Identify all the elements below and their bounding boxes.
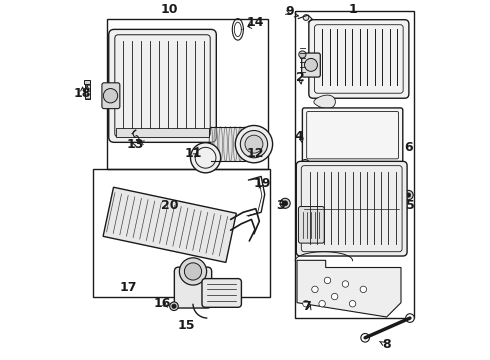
Circle shape xyxy=(301,159,310,168)
Text: 9: 9 xyxy=(286,5,294,18)
Text: 11: 11 xyxy=(184,147,202,159)
Circle shape xyxy=(303,301,309,307)
Circle shape xyxy=(342,281,349,287)
Text: 7: 7 xyxy=(302,300,311,313)
Circle shape xyxy=(349,301,356,307)
Circle shape xyxy=(360,286,367,293)
Circle shape xyxy=(303,162,307,166)
Text: 2: 2 xyxy=(296,71,305,84)
Text: 12: 12 xyxy=(247,147,265,159)
Circle shape xyxy=(191,143,220,173)
FancyBboxPatch shape xyxy=(309,20,409,98)
Text: 15: 15 xyxy=(177,319,195,332)
FancyBboxPatch shape xyxy=(174,267,212,308)
Circle shape xyxy=(299,51,306,58)
Polygon shape xyxy=(297,260,401,317)
Bar xyxy=(116,128,209,137)
Circle shape xyxy=(404,190,413,200)
Text: 19: 19 xyxy=(253,177,271,190)
Circle shape xyxy=(324,277,331,284)
Text: 5: 5 xyxy=(406,199,415,212)
Text: 14: 14 xyxy=(247,16,265,29)
Circle shape xyxy=(172,304,176,309)
Text: 8: 8 xyxy=(382,338,391,351)
Circle shape xyxy=(283,201,288,206)
Bar xyxy=(295,12,414,318)
FancyBboxPatch shape xyxy=(102,83,120,109)
FancyBboxPatch shape xyxy=(302,108,403,162)
Circle shape xyxy=(304,58,318,71)
Circle shape xyxy=(312,286,318,293)
Text: 1: 1 xyxy=(348,3,357,16)
FancyBboxPatch shape xyxy=(298,207,324,243)
Text: 10: 10 xyxy=(161,3,178,16)
FancyBboxPatch shape xyxy=(109,30,216,142)
Text: 17: 17 xyxy=(120,281,137,294)
Circle shape xyxy=(103,89,118,103)
Bar xyxy=(84,80,91,84)
FancyBboxPatch shape xyxy=(302,53,320,77)
Circle shape xyxy=(280,198,290,208)
Text: 18: 18 xyxy=(74,87,91,100)
Polygon shape xyxy=(314,95,335,108)
Text: 3: 3 xyxy=(276,199,285,212)
Circle shape xyxy=(179,258,207,285)
Text: 13: 13 xyxy=(127,138,145,150)
Polygon shape xyxy=(103,187,236,262)
Circle shape xyxy=(170,302,178,311)
Circle shape xyxy=(406,193,411,197)
Text: 4: 4 xyxy=(295,130,303,144)
Circle shape xyxy=(406,314,414,322)
FancyBboxPatch shape xyxy=(296,161,407,256)
Circle shape xyxy=(245,135,263,153)
FancyBboxPatch shape xyxy=(202,279,242,307)
Text: 20: 20 xyxy=(161,199,178,212)
Circle shape xyxy=(331,293,338,300)
Text: 16: 16 xyxy=(154,297,171,310)
Bar xyxy=(107,19,269,169)
Bar xyxy=(85,84,90,99)
Circle shape xyxy=(319,301,325,307)
Bar xyxy=(93,169,270,297)
Circle shape xyxy=(361,333,369,342)
Text: 6: 6 xyxy=(404,141,413,154)
Circle shape xyxy=(235,126,272,163)
Circle shape xyxy=(240,131,268,158)
Bar xyxy=(211,127,245,161)
Circle shape xyxy=(303,15,309,21)
Circle shape xyxy=(184,263,201,280)
